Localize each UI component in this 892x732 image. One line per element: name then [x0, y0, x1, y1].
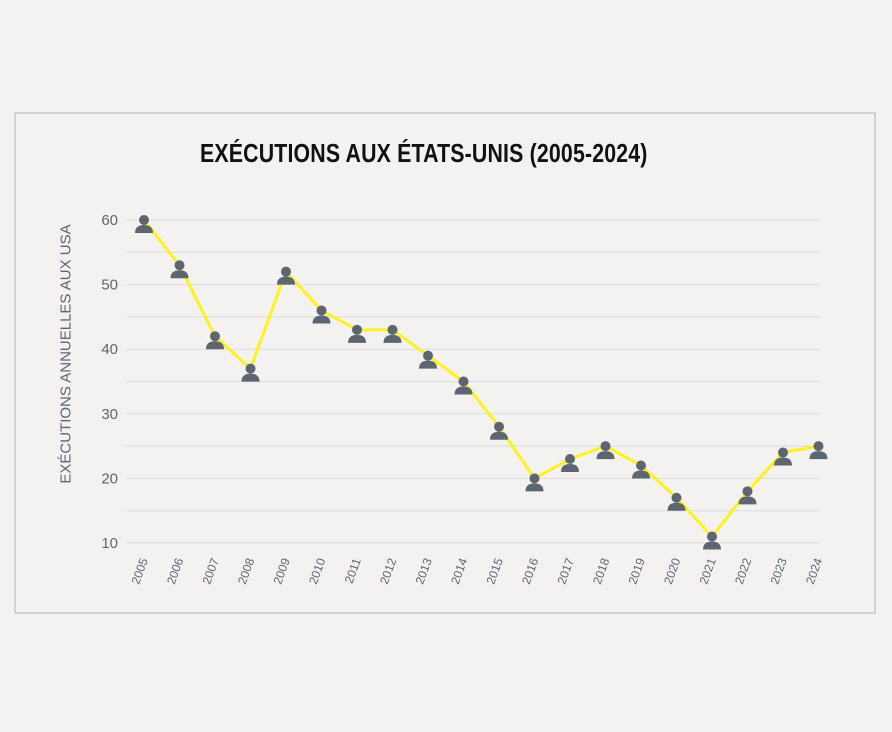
series-line	[142, 219, 819, 539]
person-icon	[596, 441, 615, 460]
x-tick-label: 2011	[342, 556, 364, 585]
grid-lines	[126, 219, 820, 544]
x-axis-ticks: 2005 2006 2007 2008 2009 2010 2011 2012 2013 2014…	[129, 556, 826, 586]
x-tick-label: 2019	[626, 556, 648, 586]
person-icon	[206, 331, 224, 350]
person-icon	[383, 324, 402, 343]
x-tick-label: 2024	[803, 556, 825, 586]
x-tick-label: 2008	[235, 556, 257, 586]
y-tick-label: 40	[101, 341, 118, 358]
person-icon	[703, 531, 721, 550]
person-icon	[490, 421, 508, 440]
x-tick-label: 2016	[519, 556, 541, 586]
person-icon	[454, 376, 473, 395]
x-tick-label: 2009	[271, 556, 293, 586]
x-tick-label: 2017	[555, 556, 577, 586]
person-icon	[632, 460, 650, 479]
x-tick-label: 2018	[590, 556, 612, 586]
x-tick-label: 2012	[377, 556, 399, 586]
person-icon	[667, 492, 686, 511]
x-tick-label: 2023	[768, 556, 790, 586]
x-tick-label: 2014	[448, 556, 470, 586]
person-icon	[135, 215, 153, 233]
y-tick-label: 60	[101, 212, 118, 229]
x-tick-label: 2021	[697, 556, 719, 586]
x-tick-label: 2007	[200, 556, 222, 586]
y-axis-ticks: 10 20 30 40 50 60	[101, 212, 118, 552]
person-icon	[561, 454, 579, 473]
person-icon	[774, 447, 792, 466]
person-icon	[312, 305, 331, 324]
chart-title: EXÉCUTIONS AUX ÉTATS-UNIS (2005-2024)	[200, 138, 648, 168]
person-icon	[525, 473, 544, 492]
x-tick-label: 2020	[661, 556, 683, 586]
x-tick-label: 2010	[306, 556, 328, 586]
person-icon	[277, 266, 295, 285]
chart-frame	[14, 112, 876, 614]
data-markers	[135, 215, 828, 550]
x-tick-label: 2015	[484, 556, 506, 586]
y-tick-label: 30	[101, 406, 118, 423]
person-icon	[241, 363, 260, 382]
person-icon	[170, 260, 189, 279]
x-tick-label: 2005	[129, 556, 151, 586]
x-tick-label: 2022	[732, 556, 754, 586]
person-icon	[348, 324, 366, 343]
person-icon	[738, 486, 757, 505]
y-tick-label: 10	[101, 535, 118, 552]
y-tick-label: 20	[101, 470, 118, 487]
y-tick-label: 50	[101, 277, 118, 294]
person-icon	[809, 441, 828, 460]
person-icon	[419, 350, 437, 369]
x-tick-label: 2006	[164, 556, 186, 586]
x-tick-label: 2013	[413, 556, 435, 586]
